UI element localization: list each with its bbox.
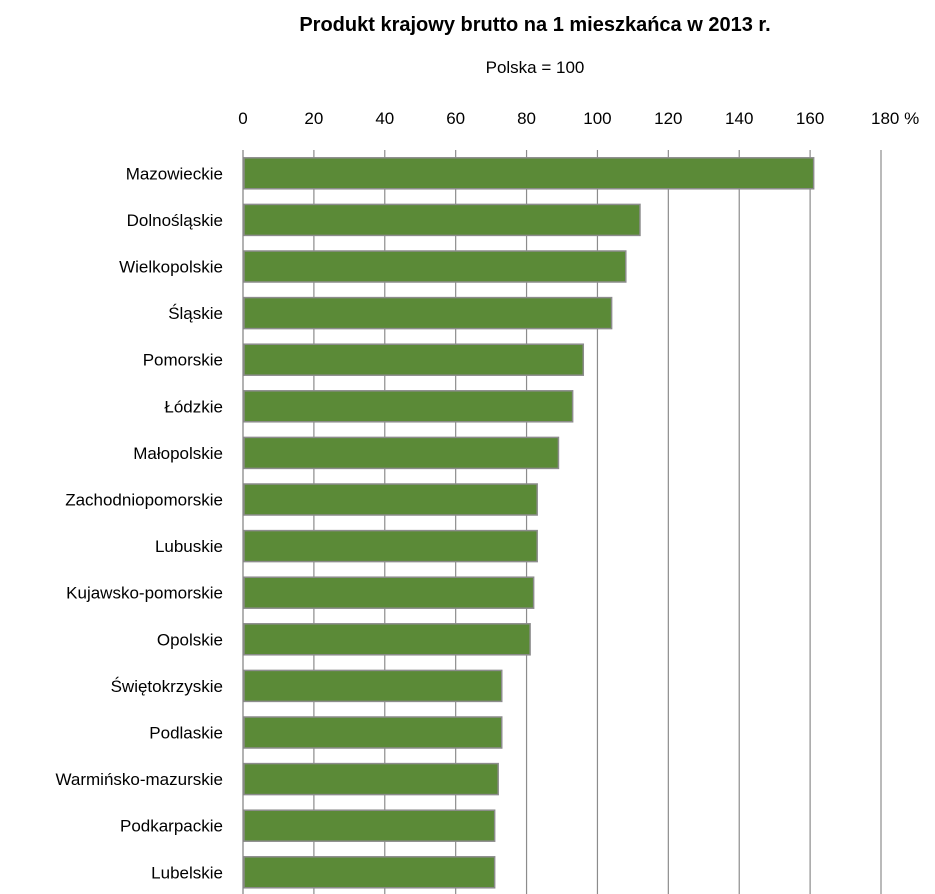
category-label: Podlaskie [149,724,223,743]
category-label: Dolnośląskie [127,211,223,230]
category-label: Wielkopolskie [119,258,223,277]
category-label: Lubuskie [155,537,223,556]
category-label: Zachodniopomorskie [65,491,223,510]
bar-4 [243,343,585,376]
bar-13 [243,762,499,796]
x-tick-label: 120 [654,109,682,128]
bar-5 [243,390,574,423]
bar-1 [243,203,641,237]
category-label: Lubelskie [151,863,223,882]
chart-title: Produkt krajowy brutto na 1 mieszkańca w… [299,14,771,36]
bar-10 [243,623,531,656]
category-label: Świętokrzyskie [111,677,223,696]
category-label: Podkarpackie [120,817,223,836]
category-label: Małopolskie [133,444,223,463]
bar-15 [243,856,496,889]
x-tick-label: 160 [796,109,824,128]
x-tick-label: 0 [238,109,247,128]
category-labels: Mazowieckie Dolnośląskie Wielkopolskie Śląs… [55,164,223,882]
category-label: Mazowieckie [126,164,223,183]
category-label: Pomorskie [143,351,223,370]
bar-11 [243,669,503,703]
x-axis-tick-labels: 0 20 40 60 80 100 120 140 160 180 % [238,109,919,128]
x-tick-label: 100 [583,109,611,128]
bar-9 [243,576,535,609]
bar-12 [243,716,503,749]
bar-0 [243,157,815,190]
x-tick-label: 80 [517,109,536,128]
category-label: Łódzkie [164,397,223,416]
bar-3 [243,296,613,330]
category-label: Śląskie [168,304,223,323]
x-tick-label: 40 [375,109,394,128]
bar-8 [243,529,538,563]
bar-2 [243,250,627,283]
bar-7 [243,483,538,516]
x-tick-label: 140 [725,109,753,128]
x-tick-label: 60 [446,109,465,128]
category-label: Opolskie [157,630,223,649]
bars [243,157,815,889]
category-label: Warmińsko-mazurskie [55,770,223,789]
bar-6 [243,436,560,470]
chart-subtitle: Polska = 100 [485,58,585,77]
x-tick-label: 20 [304,109,323,128]
x-tick-label: 180 % [871,109,919,128]
category-label: Kujawsko-pomorskie [66,584,223,603]
bar-14 [243,809,496,842]
